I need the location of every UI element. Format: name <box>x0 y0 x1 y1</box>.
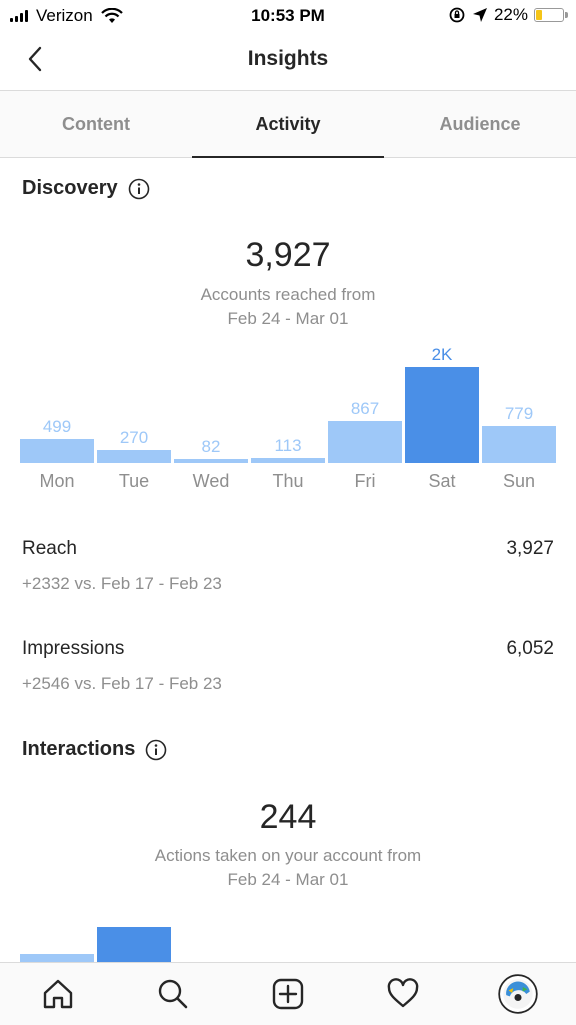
nav-bar: Insights <box>0 32 576 91</box>
search-icon <box>158 979 188 1009</box>
day-label: Mon <box>39 471 75 491</box>
interactions-bar <box>20 954 94 962</box>
search-tab[interactable] <box>115 963 230 1025</box>
activity-tab[interactable] <box>346 963 461 1025</box>
battery-icon <box>534 8 568 22</box>
discovery-heading: Discovery <box>22 177 150 200</box>
bar-tue[interactable] <box>97 450 171 463</box>
discovery-total: 3,927 <box>245 236 331 274</box>
bar-fri[interactable] <box>328 421 402 463</box>
new-post-tab[interactable] <box>230 963 345 1025</box>
tab-content[interactable]: Content <box>62 114 130 134</box>
day-label: Fri <box>354 471 376 491</box>
status-time: 10:53 PM <box>251 6 325 25</box>
interactions-total: 244 <box>259 798 317 836</box>
tab-audience[interactable]: Audience <box>439 114 521 134</box>
bar-sun[interactable] <box>482 426 556 463</box>
status-bar: Verizon 10:53 PM 22% <box>0 0 576 32</box>
impressions-comparison: +2546 vs. Feb 17 - Feb 23 <box>22 674 222 693</box>
reach-value: 3,927 <box>506 538 554 559</box>
interactions-heading: Interactions <box>22 738 167 761</box>
reach-comparison: +2332 vs. Feb 17 - Feb 23 <box>22 574 222 593</box>
discovery-subtitle-2: Feb 24 - Mar 01 <box>227 309 349 328</box>
signal-icon <box>10 10 28 22</box>
bar-value-label: 113 <box>274 436 302 455</box>
discovery-bar-chart: 499 Mon 270 Tue 82 Wed 113 Thu 867 Fri 2K Sat 779 Sun <box>20 340 556 500</box>
bar-mon[interactable] <box>20 439 94 463</box>
info-icon[interactable] <box>128 178 150 200</box>
interactions-subtitle-2: Feb 24 - Mar 01 <box>227 870 349 889</box>
bar-sat[interactable] <box>405 367 479 463</box>
bar-thu[interactable] <box>251 458 325 463</box>
profile-avatar-icon <box>498 974 539 1014</box>
tab-activity[interactable]: Activity <box>192 91 384 158</box>
add-post-icon <box>272 978 304 1010</box>
day-label: Thu <box>272 471 304 491</box>
profile-tab[interactable] <box>461 963 576 1025</box>
reach-label: Reach <box>22 538 77 559</box>
interactions-bar <box>97 927 171 962</box>
battery-percent: 22% <box>493 5 528 24</box>
page-title: Insights <box>247 47 329 70</box>
impressions-label: Impressions <box>22 638 125 659</box>
status-right: 22% <box>448 5 568 25</box>
day-label: Tue <box>118 471 150 491</box>
interactions-title: Interactions <box>22 738 136 760</box>
bar-value-label: 499 <box>42 417 72 436</box>
day-label: Sat <box>428 471 456 491</box>
day-label: Wed <box>192 471 230 491</box>
bar-wed[interactable] <box>174 459 248 463</box>
interactions-bar-chart-partial <box>20 920 556 962</box>
bar-value-label: 82 <box>201 437 221 456</box>
home-icon <box>43 979 72 1009</box>
orientation-lock-icon <box>449 7 465 23</box>
bar-value-label: 270 <box>119 428 149 447</box>
wifi-icon <box>100 8 123 23</box>
activity-heart-icon <box>387 978 419 1008</box>
discovery-title: Discovery <box>22 177 118 199</box>
day-label: Sun <box>502 471 536 491</box>
carrier-name: Verizon <box>36 6 93 25</box>
bar-value-label: 2K <box>431 345 453 364</box>
info-icon[interactable] <box>145 739 167 761</box>
back-chevron-icon[interactable] <box>22 44 52 74</box>
bottom-tab-bar <box>0 962 576 1025</box>
location-icon <box>472 8 487 22</box>
insights-tabs: Content Activity Audience <box>0 91 576 158</box>
bar-value-label: 867 <box>350 399 380 418</box>
discovery-subtitle-1: Accounts reached from <box>200 285 376 304</box>
impressions-value: 6,052 <box>506 638 554 659</box>
carrier-info: Verizon <box>10 6 123 26</box>
interactions-subtitle-1: Actions taken on your account from <box>154 846 422 865</box>
bar-value-label: 779 <box>504 404 534 423</box>
home-tab[interactable] <box>0 963 115 1025</box>
battery-level <box>536 10 542 20</box>
